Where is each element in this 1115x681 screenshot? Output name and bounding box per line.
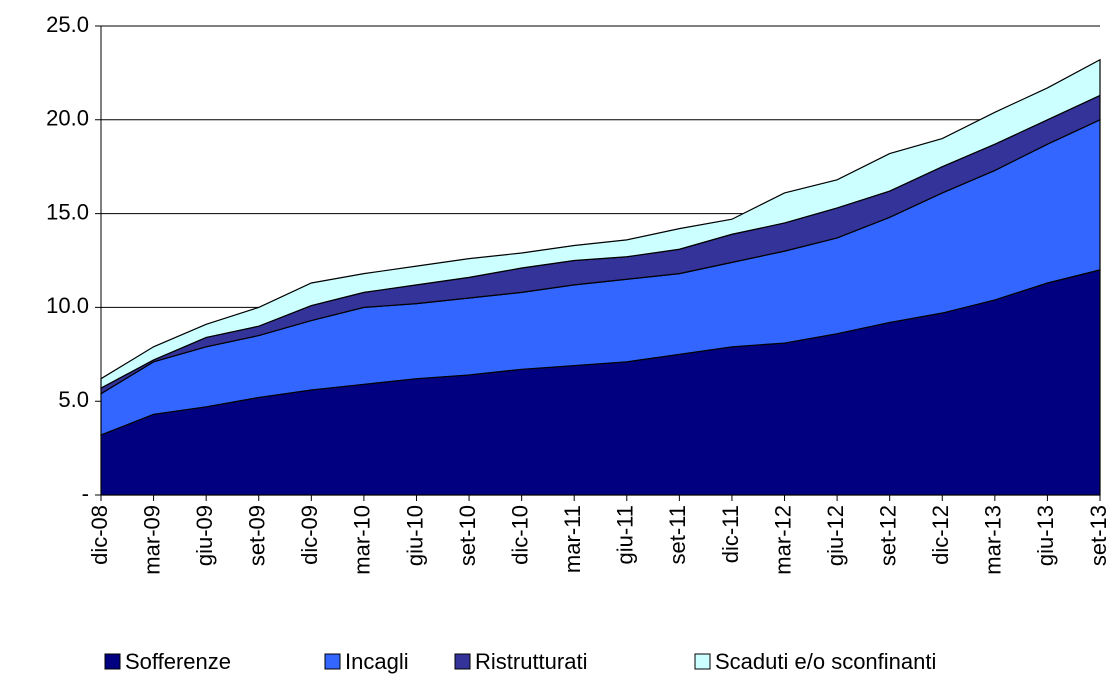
x-tick-label: mar-10 <box>350 505 375 575</box>
x-tick-label: giu-13 <box>1033 505 1058 566</box>
y-tick-label: 25.0 <box>46 12 89 37</box>
legend-label: Incagli <box>345 649 409 674</box>
x-tick-label: giu-10 <box>402 505 427 566</box>
legend-swatch <box>454 653 471 670</box>
x-tick-label: mar-09 <box>139 505 164 575</box>
area <box>100 58 1101 390</box>
x-tick-label: dic-08 <box>87 505 112 565</box>
x-tick-label: dic-11 <box>718 505 743 563</box>
x-tick-label: set-12 <box>875 505 900 566</box>
y-tick-label: 15.0 <box>46 199 89 224</box>
x-tick-label: set-10 <box>455 505 480 566</box>
y-tick-label: 20.0 <box>46 106 89 131</box>
y-tick-label: 5.0 <box>58 387 89 412</box>
legend-label: Scaduti e/o sconfinanti <box>715 649 936 674</box>
y-tick-label: 10.0 <box>46 293 89 318</box>
x-tick-label: mar-11 <box>560 505 585 573</box>
x-tick-label: dic-10 <box>507 505 532 565</box>
x-tick-label: dic-09 <box>297 505 322 565</box>
legend-label: Ristrutturati <box>475 649 587 674</box>
legend-swatch <box>694 653 711 670</box>
x-tick-label: set-09 <box>245 505 270 566</box>
x-tick-label: giu-11 <box>613 505 638 565</box>
x-tick-label: giu-12 <box>823 505 848 566</box>
legend-swatch <box>324 653 341 670</box>
y-tick-label: - <box>82 481 89 506</box>
x-tick-label: set-13 <box>1086 505 1111 566</box>
x-tick-label: mar-13 <box>981 505 1006 575</box>
x-tick-label: set-11 <box>665 505 690 565</box>
x-tick-label: giu-09 <box>192 505 217 566</box>
legend-swatch <box>104 653 121 670</box>
legend-label: Sofferenze <box>125 649 231 674</box>
x-tick-label: dic-12 <box>928 505 953 565</box>
x-tick-label: mar-12 <box>770 505 795 575</box>
